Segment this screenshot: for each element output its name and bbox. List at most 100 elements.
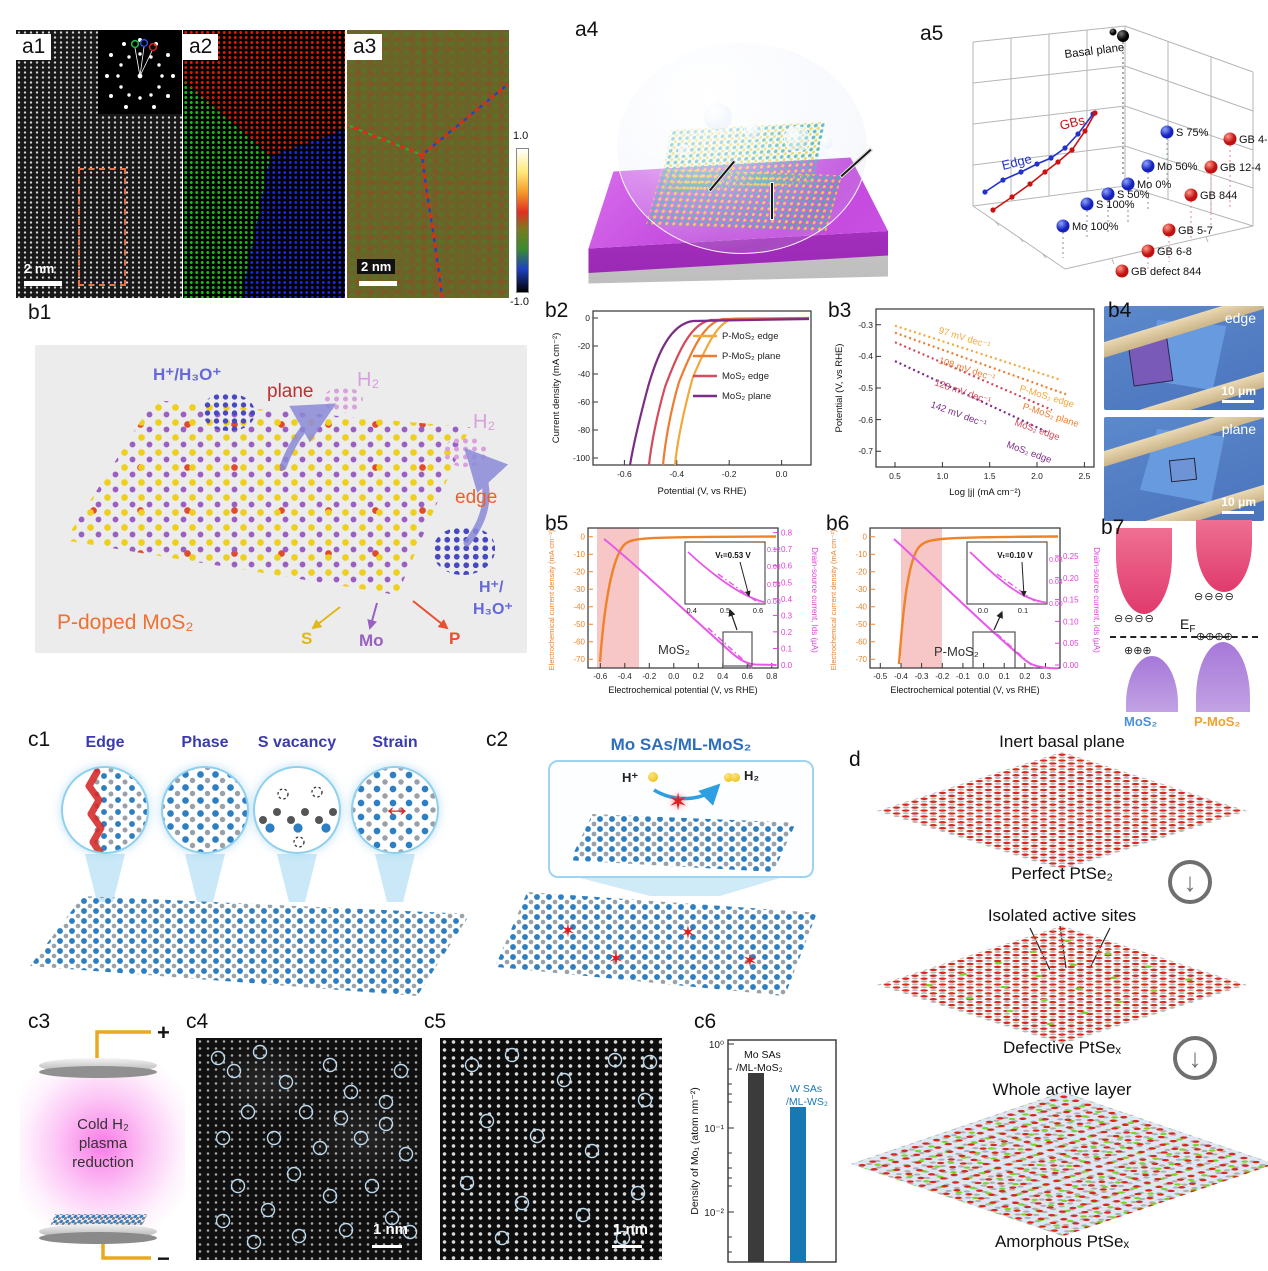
strain-arrow-icon: ↔ bbox=[382, 790, 412, 823]
c6-bar1-label: /ML-MoS₂ bbox=[736, 1062, 783, 1074]
c1-item-label: Phase bbox=[181, 734, 229, 751]
minus-terminal: − bbox=[157, 1246, 170, 1271]
b7-pmos2-label: P-MoS₂ bbox=[1194, 714, 1241, 729]
d-caption: Defective PtSeₓ bbox=[1002, 1038, 1122, 1057]
b6-right-ytick: 0.25 bbox=[1063, 552, 1079, 561]
scalebar bbox=[359, 281, 397, 286]
c5-stem-image: 1 nm bbox=[440, 1038, 662, 1260]
b5-xtick: 0.2 bbox=[693, 672, 705, 681]
plasma-text: Cold H₂ plasma reduction bbox=[43, 1116, 163, 1172]
point-label: GB 12-4 bbox=[1220, 162, 1261, 174]
b2-ytick: -60 bbox=[578, 397, 591, 407]
b3-xtick: 2.0 bbox=[1031, 471, 1043, 481]
b6-xtick: 0.1 bbox=[999, 672, 1011, 681]
b5-right-ytick: 0.0 bbox=[781, 661, 793, 670]
panel-label-b5: b5 bbox=[545, 512, 569, 535]
gbs-label: GBs bbox=[1058, 112, 1087, 133]
panel-a2: a2 bbox=[183, 30, 345, 298]
b5-vt-label: Vₜ=0.53 V bbox=[715, 551, 751, 560]
c2-title: Mo SAs/ML-MoS₂ bbox=[610, 735, 752, 754]
plus-terminal: + bbox=[157, 1020, 170, 1045]
c6-bar2-label: W SAs bbox=[790, 1083, 822, 1095]
scalebar-label: 2 nm bbox=[24, 261, 55, 276]
b2-legend: P-MoS₂ edge P-MoS₂ plane MoS₂ edge MoS₂ … bbox=[693, 331, 781, 402]
b3-ytick: -0.3 bbox=[858, 320, 873, 330]
holes: ⊕⊕⊕⊕ bbox=[1196, 631, 1233, 643]
plasma-text-line1: Cold H₂ bbox=[77, 1116, 129, 1133]
scatter3d-plot: Basal plane Edge GBs S 75% bbox=[972, 25, 1268, 278]
density-bar-chart: Mo SAs /ML-MoS₂ W SAs /ML-WS₂ 10⁰ 10⁻¹ 1… bbox=[689, 1039, 837, 1263]
plasma-glow bbox=[20, 1060, 185, 1230]
lattice-pattern bbox=[93, 768, 147, 852]
b6-inset-ytick: 0.04 bbox=[1049, 579, 1063, 586]
panel-label-c2: c2 bbox=[486, 728, 509, 751]
b5-left-ytick: -10 bbox=[573, 550, 585, 559]
b2-ytick: -80 bbox=[578, 425, 591, 435]
bottom-electrode-rim bbox=[39, 1232, 157, 1244]
proton-cluster bbox=[203, 393, 255, 431]
panel-label-b3: b3 bbox=[828, 299, 852, 322]
b1-title: P-doped MoS₂ bbox=[57, 611, 194, 634]
b5-left-ytick: -40 bbox=[573, 603, 585, 612]
c1-phase-circle bbox=[161, 766, 249, 854]
b3-ytick: -0.5 bbox=[858, 383, 873, 393]
b6-left-ytick: -60 bbox=[855, 638, 867, 647]
panel-label-c6: c6 bbox=[694, 1010, 717, 1033]
point-label: GB 4-6 bbox=[1239, 134, 1267, 146]
point-label: GB 844 bbox=[1200, 190, 1237, 202]
b6-left-ytick: -20 bbox=[855, 568, 867, 577]
proton-dot bbox=[648, 772, 658, 782]
b2-xtick: -0.2 bbox=[722, 469, 737, 479]
c1-item-label: S vacancy bbox=[257, 734, 337, 751]
b3-xtick: 0.5 bbox=[889, 471, 901, 481]
b2-legend-item: MoS₂ edge bbox=[722, 371, 769, 382]
valence-band-left bbox=[1126, 656, 1178, 712]
b3-xtick: 1.5 bbox=[984, 471, 996, 481]
atom-markers bbox=[210, 1044, 418, 1250]
b6-xtick: -0.3 bbox=[915, 672, 929, 681]
b3-xtick: 2.5 bbox=[1078, 471, 1090, 481]
fft-circle-red bbox=[148, 42, 158, 52]
panel-b1: H⁺/H₃O⁺ plane H₂ H₂ edge H⁺/ H₃O⁺ P-dope… bbox=[35, 345, 527, 653]
b3-slope: 142 mV dec⁻¹ bbox=[929, 399, 988, 429]
down-arrow-icon: ↓ bbox=[1173, 1036, 1217, 1080]
b6-xtick: 0.2 bbox=[1019, 672, 1031, 681]
reaction-arrow bbox=[653, 783, 721, 806]
scalebar bbox=[1222, 400, 1254, 403]
c6-ytick: 10⁰ bbox=[709, 1040, 724, 1051]
b4-plane-image: plane 10 μm bbox=[1104, 417, 1264, 521]
b3-xlabel: Log |j| (mA cm⁻²) bbox=[949, 487, 1021, 498]
b5-left-ytick: -60 bbox=[573, 638, 585, 647]
scalebar-label: 1 nm bbox=[612, 1221, 648, 1238]
b5-left-ytick: -30 bbox=[573, 585, 585, 594]
fft-circle-blue bbox=[139, 38, 149, 48]
bar-mo-sas bbox=[748, 1073, 764, 1262]
c6-bar2-label: /ML-WS₂ bbox=[786, 1096, 828, 1108]
b2-legend-item: MoS₂ plane bbox=[722, 391, 771, 402]
lattice-plane bbox=[850, 1091, 1268, 1237]
bubble bbox=[703, 102, 733, 132]
b5-right-ytick: 0.8 bbox=[781, 529, 793, 538]
colorbar-min: -1.0 bbox=[510, 296, 529, 308]
b2-ytick: -100 bbox=[573, 453, 590, 463]
strain-colorbar bbox=[516, 148, 529, 293]
panel-label-b2: b2 bbox=[545, 299, 569, 322]
b5-xtick: -0.6 bbox=[593, 672, 607, 681]
lattice-diamond bbox=[876, 751, 1248, 871]
hplus-label: H⁺ bbox=[622, 770, 639, 785]
drop-lines bbox=[1062, 138, 1231, 272]
proton-label: H⁺/H₃O⁺ bbox=[153, 365, 222, 384]
b3-ytick: -0.6 bbox=[858, 415, 873, 425]
point-label: S 50% bbox=[1117, 189, 1150, 201]
b6-inset-xtick: 0.0 bbox=[978, 606, 988, 615]
point-label: GB 5-7 bbox=[1178, 225, 1213, 237]
fft-circle-green bbox=[130, 39, 140, 49]
tafel-plot: 97 mV dec⁻¹ P-MoS₂ edge 108 mV dec⁻¹ P-M… bbox=[834, 308, 1095, 498]
b6-sample-label: P-MoS₂ bbox=[934, 644, 979, 659]
edge-scatter-balls bbox=[1056, 125, 1174, 233]
c4-stem-image: 1 nm bbox=[196, 1038, 422, 1260]
b5-xtick: 0.0 bbox=[668, 672, 680, 681]
panel-a1: a1 2 nm bbox=[16, 30, 182, 298]
conduction-band-left bbox=[1116, 528, 1172, 614]
